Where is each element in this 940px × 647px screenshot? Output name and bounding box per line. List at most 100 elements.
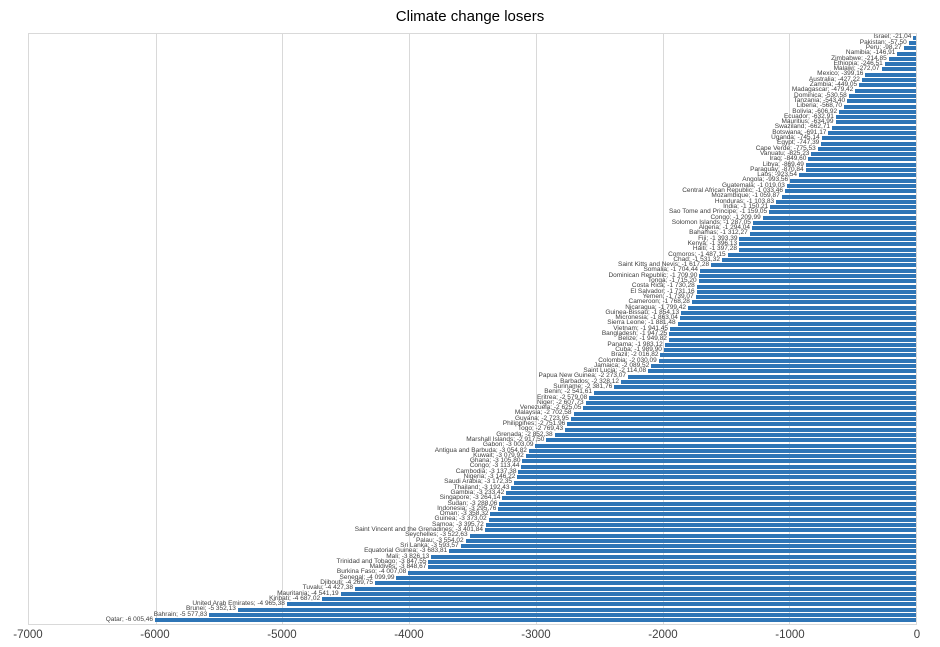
bar-row: El Salvador; -1 731,16 bbox=[29, 288, 916, 294]
bar bbox=[749, 231, 916, 236]
bar bbox=[460, 544, 916, 549]
bar-label: Cambodia; -3 137,38 bbox=[455, 467, 517, 475]
bar bbox=[374, 581, 916, 586]
bar-row: Paraguay; -870,84 bbox=[29, 165, 916, 173]
bar-label: Zimbabwe; -214,85 bbox=[831, 54, 887, 62]
bar bbox=[843, 104, 916, 109]
bar bbox=[839, 109, 916, 114]
x-tick-label: 0 bbox=[913, 629, 921, 641]
bar-row: Sierra Leone; -1 881,48 bbox=[29, 320, 916, 326]
bar-label: Tonga; -1 715,20 bbox=[647, 277, 697, 285]
bar bbox=[621, 379, 916, 384]
bar-row: India; -1 150,21 bbox=[29, 202, 916, 210]
bar-label: Egypt; -747,39 bbox=[777, 139, 820, 147]
bar-label: Djibouti; -4 269,75 bbox=[320, 578, 373, 586]
bar bbox=[583, 406, 916, 411]
bar-label: Equatorial Guinea; -3 683,81 bbox=[364, 547, 448, 555]
bar-row: Burkina Faso; -4 007,08 bbox=[29, 569, 916, 575]
bar bbox=[888, 56, 916, 61]
bar-label: Indonesia; -3 295,76 bbox=[437, 504, 497, 512]
bar bbox=[679, 316, 916, 321]
bar-label: Qatar; -6 005,46 bbox=[105, 616, 154, 624]
gridline bbox=[282, 34, 284, 624]
bar-label: Kiribati; -4 687,02 bbox=[269, 594, 321, 602]
bar bbox=[699, 274, 916, 278]
bar-row: Marshall Islands; -2 917,50 bbox=[29, 435, 916, 443]
bar bbox=[511, 485, 916, 490]
bar-row: Somalia; -1 704,44 bbox=[29, 267, 916, 273]
bar-row: Ethiopia; -246,51 bbox=[29, 59, 916, 67]
bar-label: Sri Lanka; -3 593,57 bbox=[400, 541, 459, 549]
bar-row: Guatemala; -1 019,03 bbox=[29, 182, 916, 188]
bar-label: Ecuador; -632,91 bbox=[783, 112, 834, 120]
bar-label: Chad; -1 531,32 bbox=[673, 255, 720, 263]
x-tick-label: -7000 bbox=[13, 629, 43, 641]
bar-label: India; -1 150,21 bbox=[723, 202, 769, 210]
bar-label: Vanuatu; -825,23 bbox=[760, 149, 810, 157]
bar-label: Jamaica; -2 089,52 bbox=[593, 361, 650, 369]
bar-label: Seychelles; -3 522,63 bbox=[405, 531, 468, 539]
bar bbox=[573, 411, 916, 416]
bar bbox=[781, 194, 916, 199]
bar-label: Sao Tome and Principe; -1 159,05 bbox=[668, 208, 768, 216]
bar-row: Comoros; -1 487,15 bbox=[29, 251, 916, 257]
bar bbox=[518, 469, 916, 474]
bar-row: Tanzania; -543,40 bbox=[29, 96, 916, 104]
bar-label: Venezuela; -2 625,05 bbox=[519, 404, 582, 412]
bar-label: Bahrain; -5 577,83 bbox=[153, 610, 208, 618]
bar-row: Namibia; -146,91 bbox=[29, 49, 916, 57]
bar bbox=[535, 443, 916, 448]
bar-row: Jamaica; -2 089,52 bbox=[29, 361, 916, 369]
bar-label: Ethiopia; -246,51 bbox=[833, 59, 883, 67]
bar bbox=[502, 496, 916, 501]
bar-row: Seychelles; -3 522,63 bbox=[29, 531, 916, 539]
bar bbox=[739, 236, 916, 241]
bar-label: Paraguay; -870,84 bbox=[750, 165, 804, 173]
bar-row: Iraq; -849,60 bbox=[29, 156, 916, 162]
bar-label: Panama; -1 983,12 bbox=[607, 340, 663, 348]
bar-label: Namibia; -146,91 bbox=[845, 49, 896, 57]
bar-row: Panama; -1 983,12 bbox=[29, 340, 916, 348]
bar-label: Saint Vincent and the Grenadines; -3 401… bbox=[354, 526, 483, 534]
bar bbox=[514, 480, 916, 485]
bar bbox=[490, 512, 916, 517]
bar-row: Congo; -1 209,99 bbox=[29, 213, 916, 221]
bar bbox=[408, 570, 916, 575]
bar-label: United Arab Emirates; -4 965,38 bbox=[192, 600, 285, 608]
bar-row: Belize; -1 949,82 bbox=[29, 336, 916, 342]
bar bbox=[660, 353, 916, 358]
bar bbox=[808, 157, 916, 162]
bar-label: Guinea-Bissau; -1 854,13 bbox=[605, 308, 680, 316]
bar bbox=[340, 591, 916, 596]
bar-row: Sudan; -3 288,06 bbox=[29, 500, 916, 506]
bar-row: Kenya; -1 396,13 bbox=[29, 240, 916, 247]
bar-label: Central African Republic; -1 033,46 bbox=[682, 187, 784, 195]
bar bbox=[449, 549, 916, 554]
bar bbox=[698, 279, 916, 284]
bar-row: Vietnam; -1 941,45 bbox=[29, 325, 916, 331]
bar-row: Angola; -993,56 bbox=[29, 177, 916, 183]
bar-row: Yemen; -1 739,07 bbox=[29, 293, 916, 300]
bar-label: Tanzania; -543,40 bbox=[793, 96, 846, 104]
bar-row: Laos; -923,54 bbox=[29, 171, 916, 179]
bar bbox=[738, 247, 916, 252]
bar-label: Thailand; -3 192,43 bbox=[453, 483, 510, 491]
bar bbox=[664, 342, 916, 347]
bar-label: Israel; -21,04 bbox=[873, 33, 912, 41]
bar-label: Congo; -1 209,99 bbox=[710, 213, 761, 221]
bar-label: Solomon Islands; -1 287,05 bbox=[671, 218, 751, 226]
bar-label: Marshall Islands; -2 917,50 bbox=[466, 435, 545, 443]
bar-row: Guinea; -3 373,02 bbox=[29, 516, 916, 522]
bar bbox=[469, 533, 916, 538]
bar bbox=[570, 417, 916, 422]
bar-label: Kuwait; -3 079,92 bbox=[473, 451, 524, 459]
bar-label: Senegal; -4 099,99 bbox=[339, 573, 395, 581]
bar-row: Cape Verde; -775,53 bbox=[29, 145, 916, 151]
bar-label: Niger; -2 607,73 bbox=[536, 398, 584, 406]
bar-row: United Arab Emirates; -4 965,38 bbox=[29, 600, 916, 608]
bar-row: Ecuador; -632,91 bbox=[29, 112, 916, 120]
bar-label: Costa Rica; -1 730,28 bbox=[631, 282, 695, 290]
bar-label: Laos; -923,54 bbox=[757, 171, 797, 179]
bar-label: Pakistan; -57,50 bbox=[859, 38, 907, 46]
bar-row: Djibouti; -4 269,75 bbox=[29, 578, 916, 586]
